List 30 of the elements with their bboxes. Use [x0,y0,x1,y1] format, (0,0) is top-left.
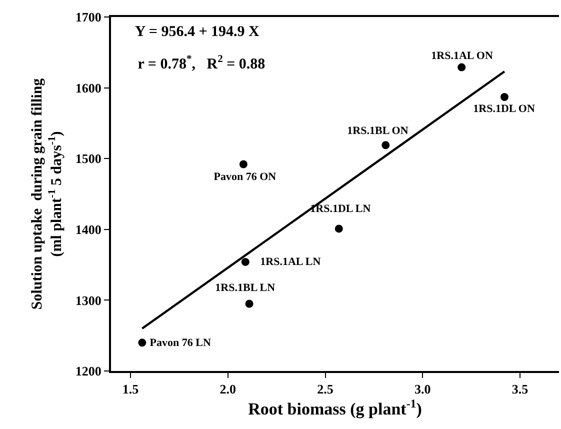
annotation: Y = 956.4 + 194.9 X [134,24,260,40]
annotation: 1RS.1AL ON [431,50,493,62]
annotation: r = 0.78$^{*}$, R$^{2}$ = 0.88 [138,54,266,72]
annotation: 1RS.1DL LN [310,203,371,215]
point [458,63,466,72]
x-tick-label: 1.5 [122,382,140,397]
y-tick-label: 1500 [75,151,102,166]
annotation: 1RS.1DL ON [473,103,535,115]
x-tick-label: 3.5 [512,382,529,397]
y-tick-label: 1700 [75,10,102,25]
annotation: 1RS.1BL LN [215,282,276,294]
y-tick-label: 1600 [75,80,102,96]
x-axis-title: Root biomass (g plant$^{-1}$) [248,396,422,419]
point [138,338,146,347]
x-tick-label: 3.0 [414,382,431,397]
point [500,93,508,101]
point [241,258,250,266]
point [239,160,248,168]
annotation: Pavon 76 ON [214,171,276,183]
point [245,300,254,308]
annotation: 1RS.1BL ON [347,125,408,137]
y-tick-label: 1200 [75,364,102,379]
point [334,224,343,233]
y-tick-label: 1300 [75,292,102,308]
annotation: Pavon 76 LN [150,337,211,349]
annotation: 1RS.1AL LN [260,256,321,268]
x-tick-label: 2.0 [220,382,236,397]
y-tick-label: 1400 [75,222,102,237]
x-tick-label: 2.5 [317,382,334,397]
point [382,141,390,150]
